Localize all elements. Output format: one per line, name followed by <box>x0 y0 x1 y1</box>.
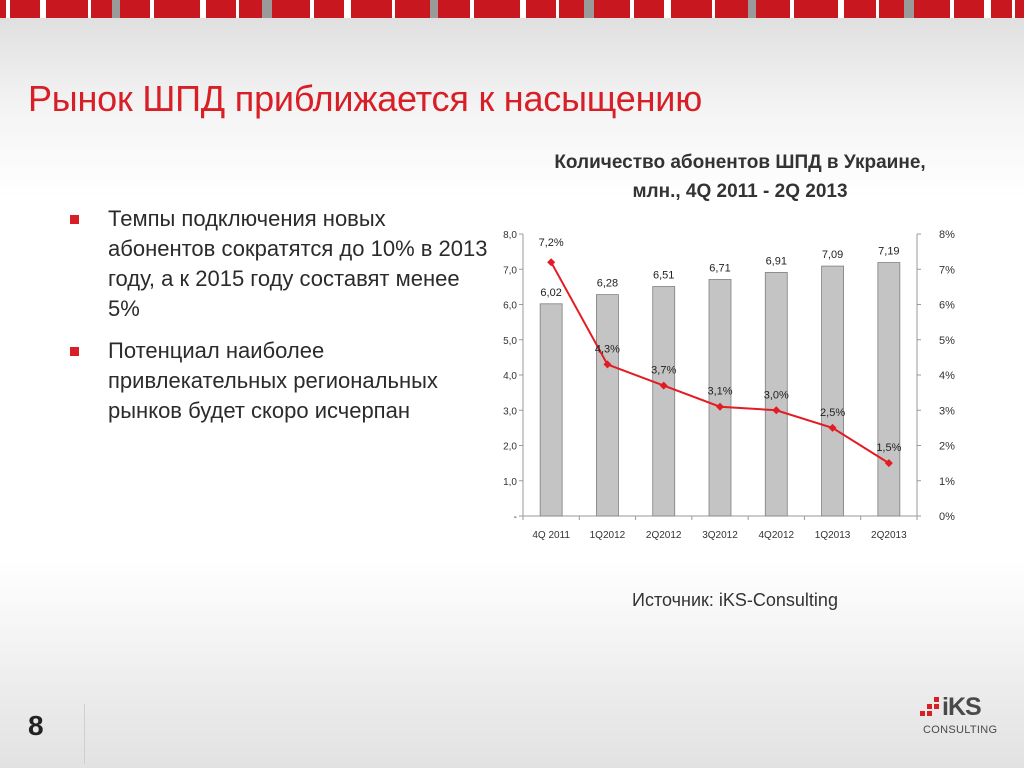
footer-divider <box>84 704 85 764</box>
line-point <box>603 360 612 369</box>
y-right-tick-label: 0% <box>939 511 955 523</box>
line-data-label: 3,1% <box>707 386 732 398</box>
bar-data-label: 6,28 <box>597 278 618 290</box>
y-right-tick-label: 6% <box>939 300 955 312</box>
y-right-tick-label: 7% <box>939 264 955 276</box>
bar-data-label: 7,19 <box>878 246 899 258</box>
y-left-tick-label: 3,0 <box>503 406 517 417</box>
x-tick-label: 1Q2012 <box>590 530 626 541</box>
logo-squares-icon <box>920 697 939 716</box>
logo-subtitle: CONSULTING <box>923 724 998 736</box>
line-data-label: 3,7% <box>651 365 676 377</box>
line-point <box>716 402 724 411</box>
bullet-text: Темпы подключения новых абонентов сократ… <box>108 206 488 321</box>
source-note: Источник: iKS-Consulting <box>632 590 838 610</box>
y-left-tick-label: 7,0 <box>503 265 517 276</box>
x-tick-label: 1Q2013 <box>815 530 851 541</box>
y-right-tick-label: 3% <box>939 405 955 417</box>
bar <box>596 294 619 517</box>
bar <box>877 262 901 517</box>
line-point <box>547 258 556 267</box>
y-right-tick-label: 5% <box>939 335 955 347</box>
y-left-tick-label: 5,0 <box>503 336 517 347</box>
line-point <box>659 381 668 390</box>
bullet-item: Темпы подключения новых абонентов сократ… <box>70 204 490 324</box>
x-tick-label: 3Q2012 <box>702 530 738 541</box>
bar-data-label: 6,51 <box>653 270 674 282</box>
bar <box>764 272 788 517</box>
bar <box>708 279 732 517</box>
slide-title: Рынок ШПД приближается к насыщению <box>28 78 703 119</box>
y-left-tick-label: 6,0 <box>503 301 517 312</box>
line-data-label: 3,0% <box>764 389 789 401</box>
line-data-label: 7,2% <box>539 237 564 249</box>
x-tick-label: 2Q2012 <box>646 530 682 541</box>
bar-data-label: 6,71 <box>709 262 730 274</box>
bar <box>821 265 844 517</box>
bar-data-label: 6,02 <box>540 287 561 299</box>
line-point <box>772 406 781 415</box>
y-right-tick-label: 1% <box>939 476 955 488</box>
bar-data-label: 7,09 <box>822 249 843 261</box>
y-right-tick-label: 4% <box>939 370 955 382</box>
bar <box>539 303 563 517</box>
page-number: 8 <box>28 710 44 741</box>
line-point <box>828 423 837 432</box>
chart-title-line: Количество абонентов ШПД в Украине, <box>554 152 926 173</box>
y-left-tick-label: 8,0 <box>503 230 517 241</box>
bar-data-label: 6,91 <box>766 255 787 267</box>
y-left-tick-label: - <box>514 512 517 523</box>
y-left-tick-label: 2,0 <box>503 442 517 453</box>
line-data-label: 1,5% <box>876 442 901 454</box>
top-decorative-stripe <box>0 0 1024 18</box>
line-point <box>884 459 893 468</box>
y-left-tick-label: 1,0 <box>503 477 517 488</box>
y-left-tick-label: 4,0 <box>503 371 517 382</box>
y-right-tick-label: 2% <box>939 441 955 453</box>
bullet-text: Потенциал наиболее привлекательных регио… <box>108 338 438 423</box>
y-right-tick-label: 8% <box>939 229 955 241</box>
bullet-square-icon <box>70 215 79 224</box>
subscribers-chart: - 1,0 2,0 3,0 4,0 5,0 6,0 7,0 8,0 0% 1% 2% 3% 4% 5% 6% 7… <box>503 229 955 541</box>
logo-wordmark: iKS <box>942 693 982 721</box>
bullet-list: Темпы подключения новых абонентов сократ… <box>70 204 490 438</box>
line-data-label: 2,5% <box>820 407 845 419</box>
x-tick-label: 2Q2013 <box>871 530 907 541</box>
iks-consulting-logo: iKS CONSULTING <box>920 693 1000 741</box>
line-data-label: 4,3% <box>595 343 620 355</box>
x-tick-label: 4Q2012 <box>758 530 794 541</box>
bar <box>652 286 676 517</box>
bullet-square-icon <box>70 347 79 356</box>
chart-title: Количество абонентов ШПД в Украине, млн.… <box>480 148 1000 206</box>
bullet-item: Потенциал наиболее привлекательных регио… <box>70 336 490 426</box>
chart-title-line: млн., 4Q 2011 - 2Q 2013 <box>632 181 848 202</box>
x-tick-label: 4Q 2011 <box>532 530 570 541</box>
